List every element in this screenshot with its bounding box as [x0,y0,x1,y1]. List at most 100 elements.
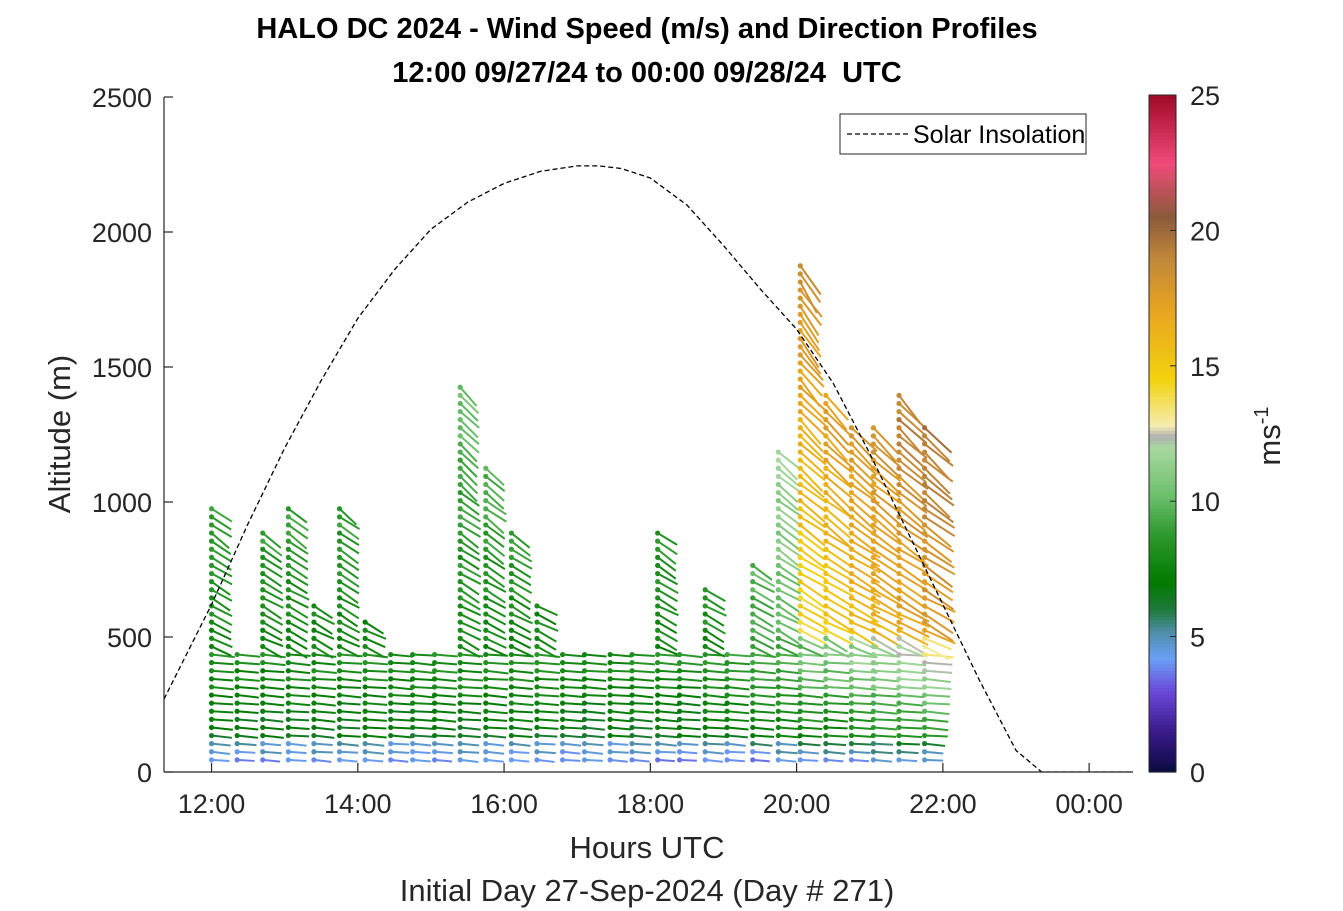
wind-barb-tail [288,742,307,747]
wind-barb-point [311,643,317,650]
wind-barb-tail [727,653,752,658]
wind-barb-tail [872,564,902,586]
wind-barb-tail [657,645,679,656]
wind-barb-point [534,684,540,690]
wind-barb-point [388,757,394,763]
wind-barb-tail [511,734,533,739]
wind-barb-point [797,757,803,763]
wind-barb-tail [288,661,311,667]
wind-barb-point [797,595,803,601]
colorbar-band [1149,423,1176,428]
wind-barb-point [508,611,514,617]
wind-barb-point [629,749,635,755]
wind-barb-tail [562,750,581,755]
colorbar-band [1149,636,1176,641]
wind-barb-point [431,749,438,755]
wind-barb-point [775,708,781,714]
wind-barb-point [896,741,902,747]
wind-barb-tail [412,694,435,699]
wind-barb-tail [778,685,802,691]
wind-barb-point [534,716,540,722]
colorbar-band [1149,619,1176,624]
wind-barb-tail [459,556,480,571]
wind-barb-point [870,595,876,601]
wind-barb-point [896,619,902,625]
wind-barb-tail [313,726,335,731]
wind-barb-point [581,716,588,722]
wind-barb-tail [511,694,534,698]
wind-barb-tail [704,637,725,651]
wind-barb-tail [657,605,679,617]
wind-barb-point [508,651,514,658]
colorbar-band [1149,142,1176,147]
colorbar-band [1149,413,1176,418]
wind-barb-tail [705,677,728,682]
wind-barb-point [431,757,438,763]
wind-barb-tail [510,532,531,549]
wind-barb-point [336,749,343,755]
wind-barb-point [457,676,463,682]
wind-barb-point [208,538,215,544]
wind-barb-point [336,579,343,585]
wind-barb-point [750,651,756,658]
wind-barb-point [750,757,756,763]
wind-barb-point [848,692,855,698]
wind-barb-point [848,716,855,722]
wind-barb-tail [825,580,854,597]
colorbar-band [1149,711,1176,716]
wind-barb-tail [923,427,953,454]
wind-barb-tail [924,556,956,576]
colorbar-band [1149,670,1176,675]
wind-barb-tail [313,629,335,640]
wind-barb-point [702,676,708,682]
wind-barb-point [483,619,489,625]
wind-barb-point [457,619,463,625]
wind-barb-point [848,668,855,674]
wind-barb-tail [800,718,824,723]
wind-barb-point [896,692,902,698]
wind-barb-point [823,457,829,463]
y-tick-label: 1500 [92,353,152,383]
wind-barb-tail [262,702,285,707]
wind-barb-point [534,627,540,633]
wind-barb-tail [287,613,309,627]
wind-barb-point [336,700,343,706]
colorbar-band [1149,328,1176,333]
wind-barb-tail [412,677,435,682]
wind-barb-point [896,408,902,415]
wind-barb-point [534,676,540,682]
wind-barb-point [848,603,855,609]
wind-barb-tail [924,653,954,659]
wind-barb-tail [365,694,387,699]
colorbar-band [1149,714,1176,719]
wind-barb-tail [536,645,558,659]
wind-barb-tail [287,572,309,587]
wind-barb-tail [727,669,751,673]
wind-barb-tail [562,702,585,706]
wind-barb-tail [459,418,479,439]
wind-barb-point [676,651,683,658]
wind-barb-point [921,570,928,577]
wind-barb-point [260,749,266,755]
wind-barb-tail [510,580,533,595]
wind-barb-tail [657,556,677,572]
wind-barb-tail [777,483,799,503]
wind-barb-point [285,506,291,512]
wind-barb-tail [898,742,920,746]
wind-barb-tail [825,588,854,608]
wind-barb-tail [609,710,632,715]
wind-barb-point [457,627,463,633]
wind-barb-point [336,741,343,747]
wind-barb-point [483,506,489,512]
wind-barb-point [921,554,928,560]
wind-barb-point [921,498,928,504]
wind-barb-tail [211,588,233,602]
wind-barb-tail [211,621,232,634]
wind-barb-point [797,465,803,471]
wind-barb-tail [924,726,949,732]
wind-barb-tail [313,677,337,681]
wind-barb-tail [924,645,951,661]
wind-barb-point [581,676,588,682]
wind-barb-point [208,570,215,577]
